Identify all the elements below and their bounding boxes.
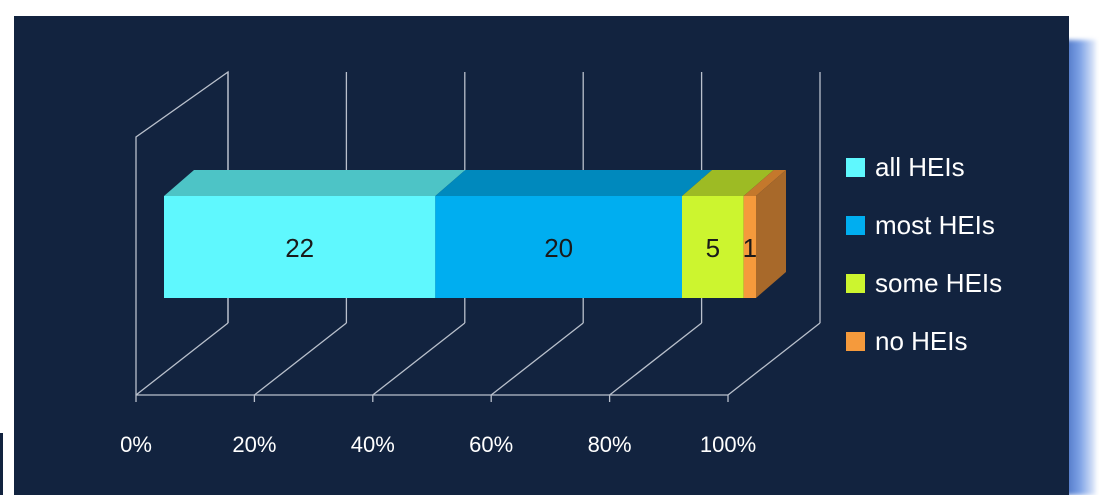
legend-label-some-heis: some HEIs bbox=[875, 268, 1002, 298]
bar-segments bbox=[164, 170, 786, 298]
bar-most-heis bbox=[435, 196, 682, 298]
floor-gridline bbox=[727, 322, 821, 396]
floor-gridline bbox=[490, 322, 584, 396]
x-axis-ticks: 0% 20% 40% 60% 80% 100% bbox=[120, 432, 756, 457]
bar-top-most-heis bbox=[435, 170, 712, 196]
x-tick-label: 20% bbox=[232, 432, 276, 457]
bar-top-no-heis bbox=[743, 170, 786, 196]
bar-no-heis bbox=[743, 196, 756, 298]
x-tick-label: 0% bbox=[120, 432, 152, 457]
floor-gridline bbox=[135, 322, 229, 396]
legend-swatch-most-heis bbox=[846, 216, 865, 235]
bar-side-face bbox=[756, 170, 786, 298]
bar-top-all-heis bbox=[164, 170, 466, 196]
data-label-no-heis: 1 bbox=[743, 233, 757, 263]
x-tick-label: 60% bbox=[469, 432, 513, 457]
bar-some-heis bbox=[682, 196, 744, 298]
data-label-most-heis: 20 bbox=[544, 233, 573, 263]
legend-swatch-all-heis bbox=[846, 158, 865, 177]
bar-all-heis bbox=[164, 196, 436, 298]
legend-label-most-heis: most HEIs bbox=[875, 210, 995, 240]
data-labels: 22 20 5 1 bbox=[285, 233, 757, 263]
x-tick-label: 100% bbox=[700, 432, 756, 457]
panel-edge bbox=[0, 433, 3, 495]
floor-gridline bbox=[372, 322, 466, 396]
data-label-all-heis: 22 bbox=[285, 233, 314, 263]
x-tick-label: 40% bbox=[351, 432, 395, 457]
floor-gridline bbox=[609, 322, 703, 396]
data-label-some-heis: 5 bbox=[706, 233, 720, 263]
floor-gridline bbox=[253, 322, 347, 396]
legend: all HEIs most HEIs some HEIs no HEIs bbox=[846, 152, 1002, 356]
legend-label-all-heis: all HEIs bbox=[875, 152, 965, 182]
x-tick-label: 80% bbox=[588, 432, 632, 457]
bar-top-some-heis bbox=[682, 170, 774, 196]
legend-swatch-no-heis bbox=[846, 332, 865, 351]
legend-swatch-some-heis bbox=[846, 274, 865, 293]
legend-label-no-heis: no HEIs bbox=[875, 326, 968, 356]
